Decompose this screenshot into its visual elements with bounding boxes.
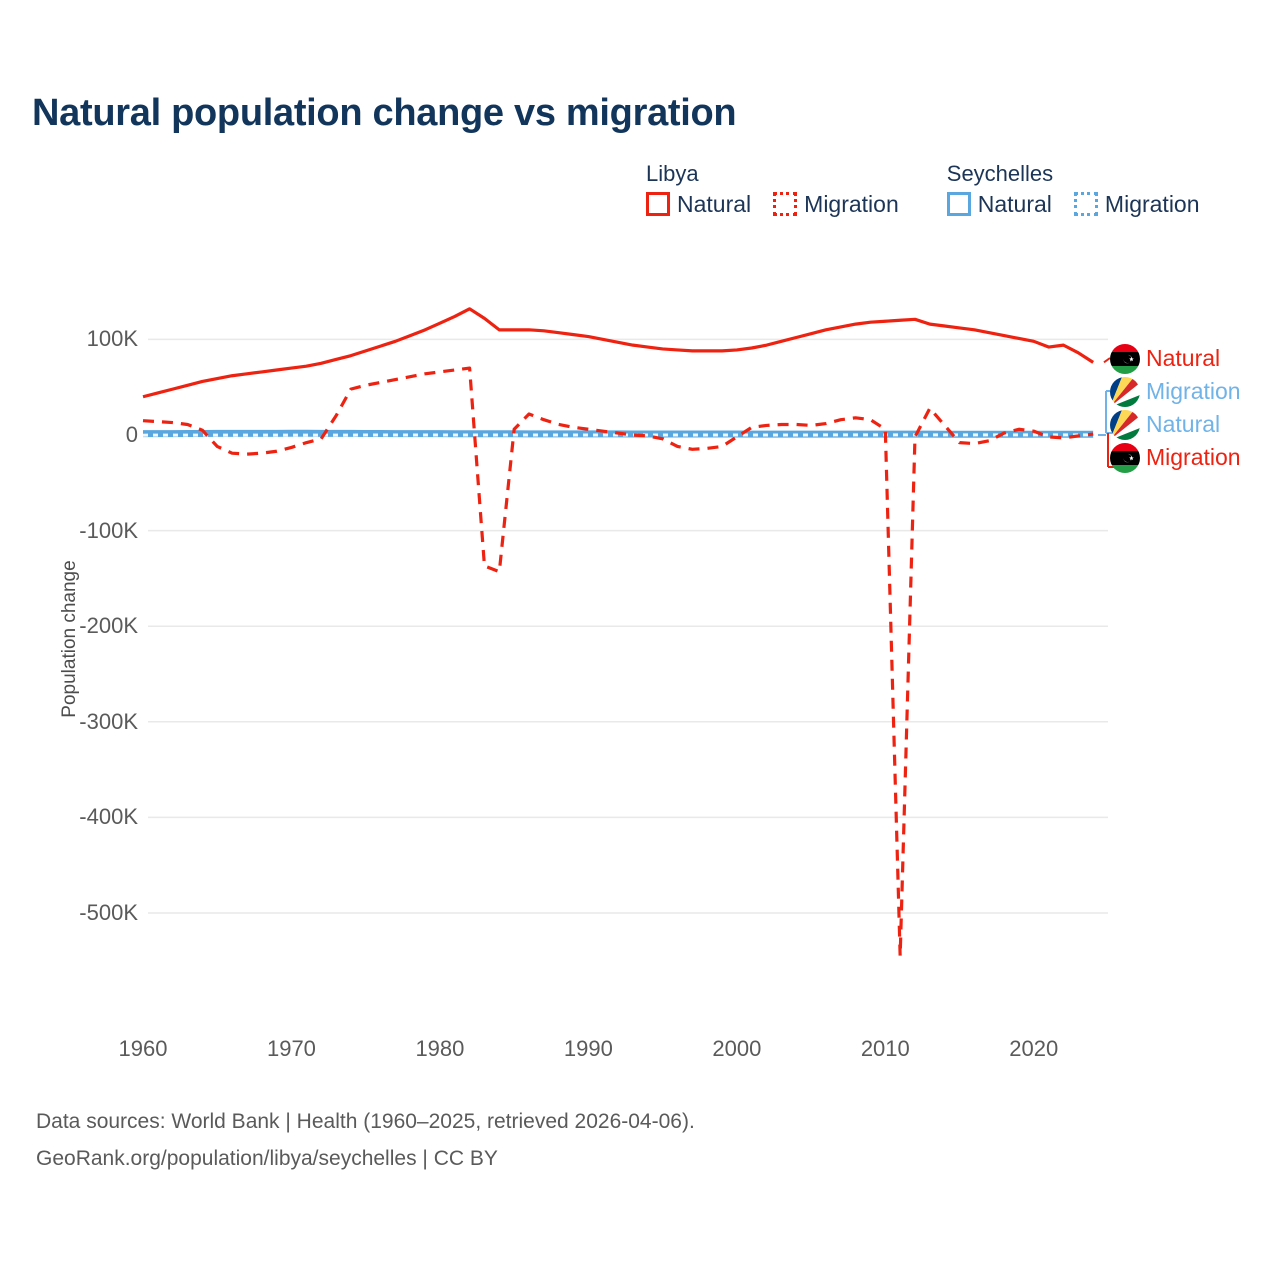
end-label-text: Natural bbox=[1146, 411, 1221, 437]
series-line bbox=[142, 307, 1095, 399]
series-lines bbox=[142, 307, 1095, 958]
legend-group-libya: Libya Natural Migration bbox=[646, 161, 899, 217]
x-tick-label: 1980 bbox=[415, 1036, 465, 1061]
x-tick-label: 1960 bbox=[118, 1036, 168, 1061]
x-tick-label: 2010 bbox=[860, 1036, 910, 1061]
seychelles-flag-icon bbox=[1110, 409, 1140, 440]
y-tick-label: 100K bbox=[86, 326, 138, 352]
end-label-libya-migration[interactable]: Migration bbox=[1110, 441, 1241, 474]
libya-flag-icon bbox=[1110, 442, 1140, 473]
legend-label-libya-migration: Migration bbox=[804, 190, 899, 217]
page-title: Natural population change vs migration bbox=[32, 92, 737, 134]
chart-footer: Data sources: World Bank | Health (1960–… bbox=[36, 1104, 695, 1178]
legend-group-title-seychelles: Seychelles bbox=[946, 161, 1054, 186]
legend-entries-libya: Natural Migration bbox=[646, 190, 899, 217]
x-tick-label: 2000 bbox=[712, 1036, 762, 1061]
legend-item-libya-migration[interactable]: Migration bbox=[773, 190, 899, 217]
legend-swatch-dotted-icon bbox=[773, 192, 798, 217]
legend-item-seychelles-natural[interactable]: Natural bbox=[946, 190, 1052, 217]
legend-swatch-solid-icon bbox=[646, 192, 670, 217]
y-tick-label: 0 bbox=[125, 422, 138, 447]
legend-group-seychelles: Seychelles Natural Migration bbox=[946, 161, 1200, 217]
end-label-text: Natural bbox=[1146, 345, 1221, 371]
y-tick-label: -300K bbox=[79, 708, 138, 734]
y-tick-label: -200K bbox=[79, 613, 138, 639]
end-label-seychelles-migration[interactable]: Migration bbox=[1110, 375, 1241, 408]
y-tick-label: -400K bbox=[79, 804, 138, 830]
x-tick-label: 2020 bbox=[1009, 1036, 1059, 1061]
end-label-text: Migration bbox=[1146, 378, 1241, 404]
end-label-libya-natural[interactable]: Natural bbox=[1110, 342, 1241, 375]
series-line bbox=[142, 366, 1094, 958]
legend-item-seychelles-migration[interactable]: Migration bbox=[1073, 190, 1200, 217]
x-tick-label: 1990 bbox=[563, 1036, 613, 1061]
gridlines bbox=[148, 338, 1108, 914]
footer-data-sources: Data sources: World Bank | Health (1960–… bbox=[36, 1110, 695, 1133]
libya-flag-icon bbox=[1110, 343, 1140, 374]
seychelles-flag-icon bbox=[1110, 376, 1140, 407]
legend-label-seychelles-natural: Natural bbox=[977, 190, 1052, 217]
legend-group-title-libya: Libya bbox=[646, 161, 699, 186]
series-line bbox=[142, 429, 1094, 438]
x-tick-label: 1970 bbox=[266, 1036, 316, 1061]
y-tick-label: -500K bbox=[79, 900, 138, 925]
end-label-seychelles-natural[interactable]: Natural bbox=[1110, 408, 1241, 441]
legend-swatch-solid-icon bbox=[946, 192, 971, 217]
legend-item-libya-natural[interactable]: Natural bbox=[646, 190, 752, 217]
legend-swatch-dotted-icon bbox=[1073, 192, 1098, 217]
end-label-text: Migration bbox=[1146, 444, 1241, 470]
legend-label-libya-natural: Natural bbox=[677, 190, 752, 217]
legend-label-seychelles-migration: Migration bbox=[1104, 190, 1200, 217]
chart-legend: Libya Natural Migration Seychelles Natur… bbox=[646, 161, 1200, 217]
series-end-labels: Natural Migration bbox=[1110, 342, 1241, 474]
y-tick-label: -100K bbox=[79, 517, 138, 543]
legend-entries-seychelles: Natural Migration bbox=[946, 190, 1200, 217]
footer-attribution: GeoRank.org/population/libya/seychelles … bbox=[36, 1146, 498, 1170]
